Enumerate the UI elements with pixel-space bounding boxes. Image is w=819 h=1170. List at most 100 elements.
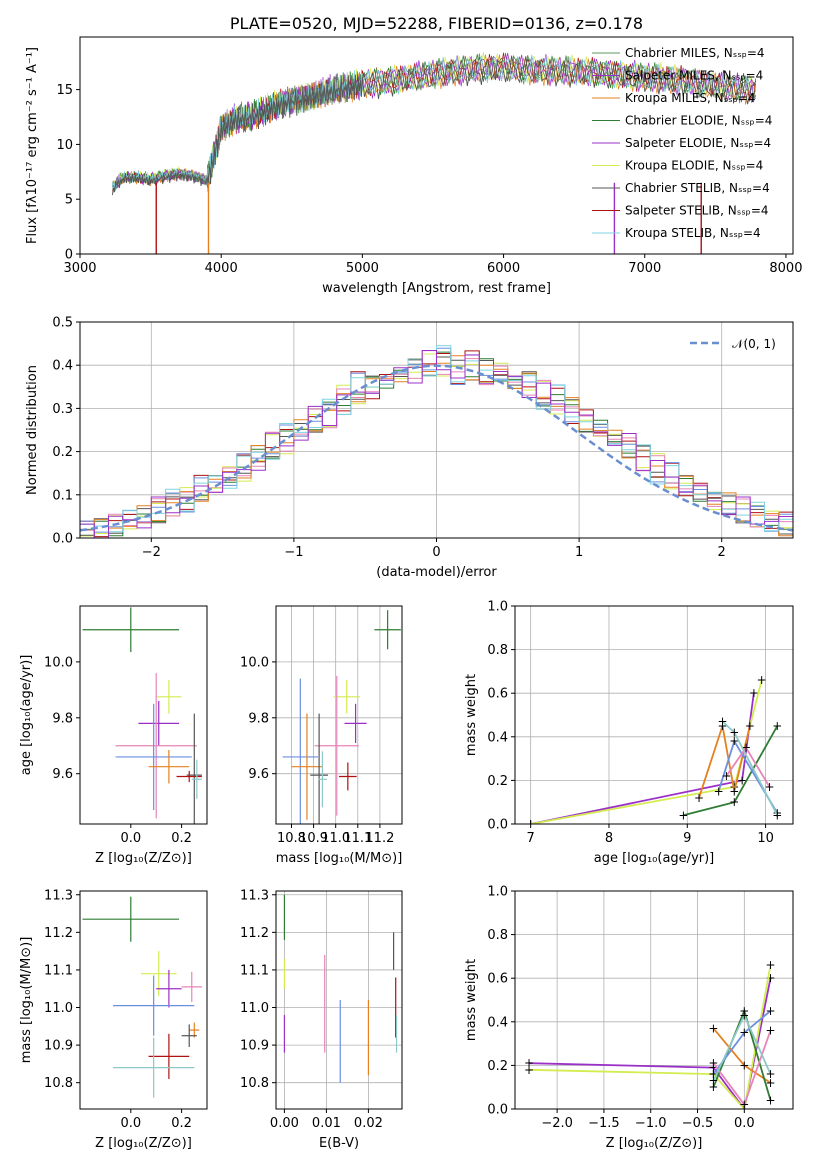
mass-age-xlabel: mass [log₁₀(M/M⊙)] xyxy=(276,851,403,866)
z-weight-series-line xyxy=(528,964,772,1109)
residuals-xlabel: (data-model)/error xyxy=(376,565,497,580)
spectrum-frame xyxy=(79,36,794,255)
residuals-xtick-label: 2 xyxy=(718,545,726,560)
mass-age-xtick-label: 11.1 xyxy=(343,831,372,846)
z-mass-ytick-label: 11.0 xyxy=(44,1001,73,1016)
ebv-mass-ytick-label: 11.3 xyxy=(240,888,269,903)
age-weight-ylabel: mass weight xyxy=(464,674,479,756)
mass-age-plot-area xyxy=(282,610,401,824)
age-weight-point-marker: + xyxy=(526,817,536,831)
spectrum-xtick-label: 4000 xyxy=(205,261,238,276)
age-weight-xlabel: age [log₁₀(age/yr)] xyxy=(594,851,715,866)
spectrum-xtick-label: 7000 xyxy=(628,261,661,276)
z-weight-plot-area: + ++++ ++++++++++++++++++ xyxy=(524,958,776,1109)
spectrum-ytick-label: 15 xyxy=(56,83,73,98)
ebv-mass-ytick-label: 10.8 xyxy=(240,1076,269,1091)
spectrum-xtick-label: 6000 xyxy=(487,261,520,276)
age-weight-point-marker: + xyxy=(717,715,727,729)
spectrum-legend-entry: Kroupa ELODIE, Nₛₛₚ=4 xyxy=(625,159,763,173)
age-weight-point-marker: + xyxy=(764,780,774,794)
ebv-mass-ytick-label: 11.1 xyxy=(240,963,269,978)
z-weight-point-marker: + xyxy=(766,1076,776,1090)
spectrum-ylabel: Flux [fλ10⁻¹⁷ erg cm⁻² s⁻¹ A⁻¹] xyxy=(25,47,40,244)
age-weight-xtick-label: 7 xyxy=(527,831,535,846)
spectrum-legend-entry: Chabrier ELODIE, Nₛₛₚ=4 xyxy=(625,114,772,128)
z-weight-ytick-label: 0.6 xyxy=(487,972,508,987)
data-layer: +++++++++++++++++++++++ ++++ +++++++++++++… xyxy=(80,52,793,1109)
residuals-ytick-label: 0.2 xyxy=(52,445,73,460)
age-weight-xtick-label: 10 xyxy=(757,831,774,846)
z-weight-xtick-label: −1.5 xyxy=(588,1116,620,1131)
z-weight-xtick-label: −1.0 xyxy=(635,1116,667,1131)
age-weight-series-line xyxy=(683,725,779,817)
residuals-ylabel: Normed distribution xyxy=(25,365,40,495)
mass-age-ytick-label: 10.0 xyxy=(240,655,269,670)
ebv-mass-xtick-label: 0.01 xyxy=(312,1116,341,1131)
z-weight-point-marker: + xyxy=(708,1074,718,1088)
spectrum-title: PLATE=0520, MJD=52288, FIBERID=0136, z=0… xyxy=(230,14,643,33)
residuals-xtick-label: 1 xyxy=(575,545,583,560)
age-weight-frame xyxy=(514,605,794,825)
spectrum-series-line xyxy=(112,55,757,196)
z-weight-point-marker: + xyxy=(739,1058,749,1072)
age-weight-xtick-label: 9 xyxy=(683,831,691,846)
age-weight-ytick-label: 0.0 xyxy=(487,818,508,833)
mass-age-ytick-label: 9.6 xyxy=(248,767,269,782)
z-weight-point-marker: + xyxy=(708,1056,718,1070)
z-age-ytick-label: 9.6 xyxy=(52,767,73,782)
z-weight-ytick-label: 1.0 xyxy=(487,885,508,900)
spectrum-legend-entry: Chabrier STELIB, Nₛₛₚ=4 xyxy=(625,181,770,195)
age-weight-series-line xyxy=(725,746,771,788)
residuals-xtick-label: −1 xyxy=(284,545,303,560)
ebv-mass-ytick-label: 10.9 xyxy=(240,1039,269,1054)
z-weight-point-marker: + xyxy=(766,958,776,972)
age-weight-point-marker: + xyxy=(737,773,747,787)
mass-age-xtick-label: 11.2 xyxy=(365,831,394,846)
text-layer: 3000 4000 5000 6000 7000 8000051015wavelength… xyxy=(19,14,802,1151)
z-weight-point-marker: + xyxy=(739,1026,749,1040)
ebv-mass-xtick-label: 0.02 xyxy=(354,1116,383,1131)
z-weight-point-marker: + xyxy=(524,1063,534,1077)
spectrum-legend-entry: Salpeter ELODIE, Nₛₛₚ=4 xyxy=(625,136,771,150)
spectrum-xtick-label: 5000 xyxy=(346,261,379,276)
spectrum-legend-entry: Kroupa MILES, Nₛₛₚ=4 xyxy=(625,91,755,105)
spectrum-legend-entry: Chabrier MILES, Nₛₛₚ=4 xyxy=(625,46,765,60)
z-weight-xtick-label: −0.5 xyxy=(682,1116,714,1131)
z-mass-ytick-label: 11.1 xyxy=(44,963,73,978)
age-weight-point-marker: + xyxy=(729,795,739,809)
z-mass-frame xyxy=(79,890,208,1110)
age-weight-series-line xyxy=(721,720,779,816)
z-weight-frame xyxy=(514,890,794,1110)
residuals-ytick-label: 0.0 xyxy=(52,532,73,547)
z-weight-ylabel: mass weight xyxy=(464,959,479,1041)
z-mass-xlabel: Z [log₁₀(Z/Z⊙)] xyxy=(95,1136,192,1151)
age-weight-point-marker: + xyxy=(772,719,782,733)
age-weight-ytick-label: 0.2 xyxy=(487,774,508,789)
axes-layer xyxy=(76,36,794,1113)
z-weight-point-marker: + xyxy=(708,1067,718,1081)
age-weight-point-marker: + xyxy=(714,784,724,798)
residuals-ytick-label: 0.5 xyxy=(52,316,73,331)
spectrum-ytick-label: 5 xyxy=(65,193,73,208)
residuals-plot-area xyxy=(80,345,793,538)
spectrum-legend-entry: Salpeter STELIB, Nₛₛₚ=4 xyxy=(625,204,769,218)
age-weight-point-marker: + xyxy=(757,673,767,687)
age-weight-point-marker: + xyxy=(741,741,751,755)
z-weight-ytick-label: 0.0 xyxy=(487,1103,508,1118)
age-weight-ytick-label: 0.8 xyxy=(487,643,508,658)
z-weight-point-marker: + xyxy=(766,1024,776,1038)
age-weight-plot-area: ++++++++++++++++++++++ xyxy=(526,673,782,831)
z-weight-xtick-label: −2.0 xyxy=(541,1116,573,1131)
age-weight-point-marker: + xyxy=(745,719,755,733)
ebv-mass-xlabel: E(B-V) xyxy=(319,1136,359,1151)
z-weight-point-marker: + xyxy=(708,1080,718,1094)
gaussian-curve xyxy=(80,364,793,532)
spectrum-legend-entry: Salpeter MILES, Nₛₛₚ=4 xyxy=(625,69,763,83)
grid-layer xyxy=(80,321,793,1110)
spectrum-legend-entry: Kroupa STELIB, Nₛₛₚ=4 xyxy=(625,226,761,240)
z-mass-xtick-label: 0.0 xyxy=(120,1116,141,1131)
z-age-ylabel: age [log₁₀(age/yr)] xyxy=(19,655,34,776)
residuals-ytick-label: 0.1 xyxy=(52,488,73,503)
z-mass-ytick-label: 10.8 xyxy=(44,1076,73,1091)
